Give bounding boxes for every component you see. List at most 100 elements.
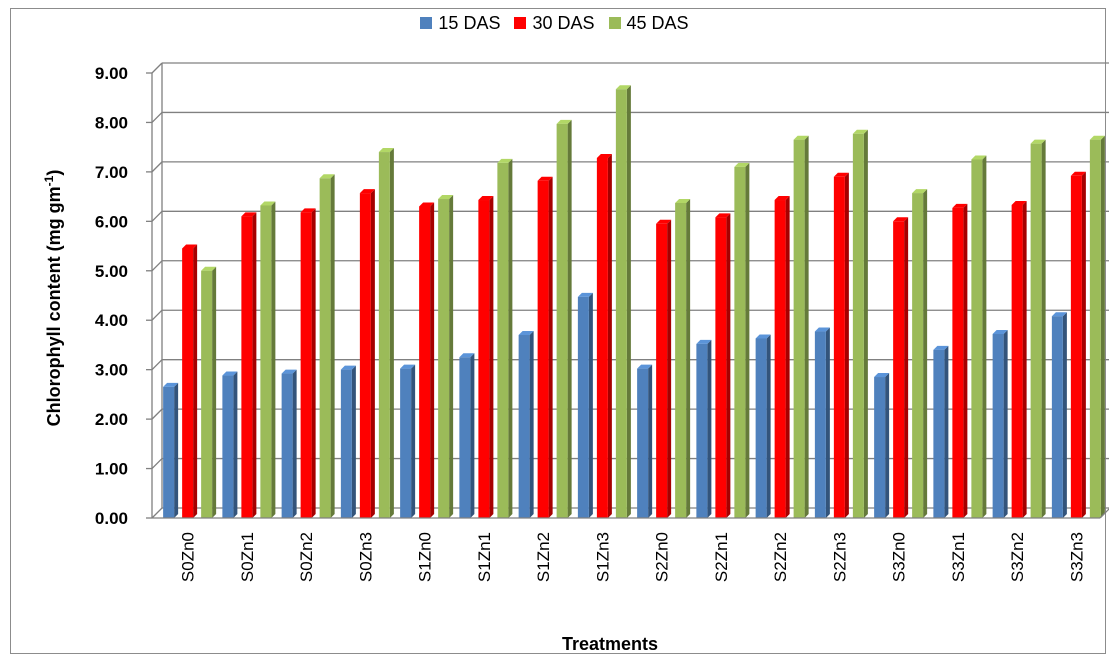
bar-S1Zn3-15-DAS bbox=[577, 296, 589, 518]
bar-S3Zn3-45-DAS bbox=[1089, 139, 1101, 518]
bar-top bbox=[241, 212, 257, 217]
bar-side bbox=[330, 174, 335, 518]
bar-S3Zn0-30-DAS bbox=[893, 221, 905, 518]
bar-S2Zn1-15-DAS bbox=[696, 343, 708, 518]
bar-side bbox=[489, 196, 494, 518]
bar-side bbox=[174, 382, 179, 518]
bar-side bbox=[944, 345, 949, 518]
bar-top bbox=[971, 155, 987, 160]
bar-S3Zn2-15-DAS bbox=[992, 334, 1004, 518]
bar-top bbox=[874, 373, 890, 378]
bar-side bbox=[982, 155, 987, 518]
bar-top bbox=[793, 135, 809, 140]
x-tick-label: S1Zn3 bbox=[593, 532, 612, 582]
bar-top bbox=[814, 327, 830, 332]
bar-top bbox=[537, 176, 553, 181]
legend-label-15-das: 15 DAS bbox=[438, 12, 501, 33]
bar-side bbox=[548, 176, 553, 518]
bar-top bbox=[201, 266, 217, 271]
bar-top bbox=[1070, 171, 1086, 176]
bar-S3Zn1-30-DAS bbox=[952, 207, 964, 518]
bar-top bbox=[774, 196, 790, 201]
gridline-depth bbox=[151, 458, 163, 470]
bar-S2Zn2-15-DAS bbox=[755, 338, 767, 518]
bar-side bbox=[726, 213, 731, 519]
bar-side bbox=[588, 292, 593, 518]
x-tick-label: S3Zn3 bbox=[1067, 532, 1086, 582]
bar-S3Zn3-15-DAS bbox=[1051, 316, 1063, 518]
bar-top bbox=[852, 129, 868, 134]
bar-side bbox=[389, 148, 394, 519]
y-tick-label: 7.00 bbox=[95, 163, 128, 182]
legend-swatch-30-das bbox=[514, 17, 527, 29]
bar-S0Zn3-15-DAS bbox=[340, 369, 352, 518]
bar-S3Zn1-15-DAS bbox=[933, 349, 945, 518]
gridline-depth bbox=[151, 507, 163, 519]
floor-edge bbox=[1099, 508, 1109, 519]
x-tick-label: S0Zn1 bbox=[238, 532, 257, 582]
x-tick-label: S1Zn1 bbox=[475, 532, 494, 582]
bar-side bbox=[508, 158, 513, 518]
bar-top bbox=[222, 371, 238, 376]
bar-S1Zn0-30-DAS bbox=[419, 206, 431, 518]
bar-top bbox=[952, 203, 968, 208]
bar-side bbox=[904, 217, 909, 518]
bar-S0Zn1-45-DAS bbox=[260, 205, 272, 518]
bar-side bbox=[1081, 171, 1086, 519]
bar-top bbox=[459, 353, 475, 358]
bar-S0Zn2-45-DAS bbox=[319, 178, 331, 518]
bar-top bbox=[992, 330, 1008, 335]
gridline-depth bbox=[151, 309, 163, 321]
bar-side bbox=[449, 195, 454, 518]
bar-top bbox=[637, 364, 653, 369]
bar-side bbox=[667, 219, 672, 518]
bar-S3Zn2-45-DAS bbox=[1030, 143, 1042, 518]
bar-S1Zn3-45-DAS bbox=[615, 89, 627, 518]
bar-side bbox=[1062, 312, 1067, 518]
bar-top bbox=[933, 345, 949, 350]
legend-item-30-das: 30 DAS bbox=[514, 13, 595, 34]
bar-S0Zn1-15-DAS bbox=[222, 375, 234, 518]
y-axis-title-close: ) bbox=[44, 170, 64, 176]
x-tick-label: S2Zn1 bbox=[712, 532, 731, 582]
bar-top bbox=[260, 201, 276, 206]
x-tick-labels: S0Zn0 S0Zn1 S0Zn2 S0Zn3 S1Zn0 S1Zn1 S1Zn2 S1Zn3… bbox=[179, 532, 1087, 582]
bar-S0Zn0-30-DAS bbox=[182, 248, 194, 518]
bar-top bbox=[182, 244, 198, 249]
bar-side bbox=[844, 172, 849, 518]
bar-S3Zn0-45-DAS bbox=[912, 193, 924, 518]
bar-S2Zn3-15-DAS bbox=[814, 331, 826, 518]
x-tick-label: S2Zn2 bbox=[771, 532, 790, 582]
bar-S0Zn2-15-DAS bbox=[281, 373, 293, 518]
y-axis-title-superscript: -1 bbox=[42, 175, 56, 186]
bar-top bbox=[1089, 135, 1105, 140]
legend-item-45-das: 45 DAS bbox=[608, 12, 689, 34]
bar-side bbox=[212, 266, 217, 518]
y-tick-label: 4.00 bbox=[95, 311, 128, 330]
bar-side bbox=[370, 189, 375, 518]
legend-label-45-das: 45 DAS bbox=[626, 12, 689, 33]
y-axis-title-text: Chlorophyll content (mg gm bbox=[44, 186, 64, 426]
bar-side bbox=[1100, 135, 1105, 518]
bar-side bbox=[252, 212, 257, 519]
x-tick-label: S3Zn0 bbox=[890, 532, 909, 582]
bar-top bbox=[438, 195, 454, 200]
y-tick-label: 1.00 bbox=[95, 460, 128, 479]
bar-side bbox=[1022, 200, 1027, 518]
y-axis-title: Chlorophyll content (mg gm-1) bbox=[42, 170, 64, 427]
gridline-depth bbox=[151, 62, 163, 74]
bar-S0Zn1-30-DAS bbox=[241, 216, 253, 519]
bar-top bbox=[596, 153, 612, 158]
bar-side bbox=[686, 198, 691, 518]
bar-S2Zn0-15-DAS bbox=[637, 368, 649, 518]
bar-top bbox=[518, 331, 534, 335]
bar-side bbox=[529, 331, 534, 518]
gridline-depth bbox=[151, 161, 163, 173]
y-tick-label: 2.00 bbox=[95, 410, 128, 429]
axes bbox=[146, 63, 1109, 519]
bar-S2Zn0-30-DAS bbox=[656, 223, 668, 518]
bar-S0Zn2-30-DAS bbox=[300, 212, 312, 518]
bar-top bbox=[755, 334, 771, 339]
bar-S3Zn0-15-DAS bbox=[874, 377, 886, 518]
